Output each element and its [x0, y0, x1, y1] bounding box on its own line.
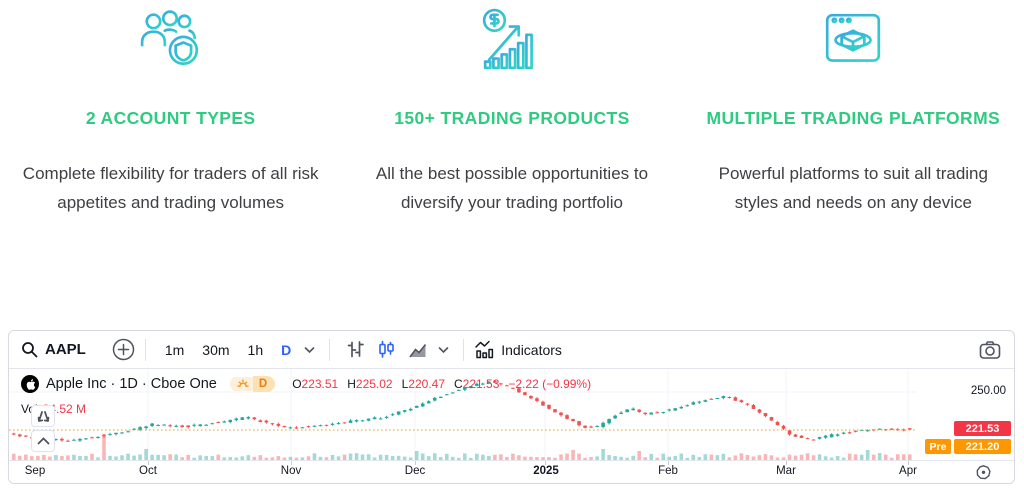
settings-gear-icon [976, 465, 991, 480]
feature-description: All the best possible opportunities to d… [375, 164, 649, 212]
bar-chart-type-button[interactable] [346, 340, 365, 359]
feature-trading-products: 150+ TRADING PRODUCTS All the best possi… [341, 8, 682, 217]
legend-symbol-row[interactable]: Apple Inc · 1D · Cboe One D [21, 375, 276, 393]
axis-tick-mark [415, 461, 416, 465]
search-icon [22, 342, 38, 358]
plus-circle-icon [112, 338, 135, 361]
time-label-apr: Apr [899, 465, 917, 477]
compare-symbol-button[interactable] [112, 338, 135, 361]
trading-platforms-icon [820, 8, 886, 86]
axis-tick-mark [908, 461, 909, 465]
candles-style-icon [379, 340, 395, 358]
interval-30m-button[interactable]: 30m [193, 342, 238, 358]
snapshot-button[interactable] [978, 339, 1002, 361]
feature-description: Powerful platforms to suit all trading s… [718, 164, 988, 212]
candles-chart-type-button[interactable] [377, 340, 396, 359]
chart-pane[interactable]: Apple Inc · 1D · Cboe One D O223.51 H225… [9, 369, 1014, 460]
axis-tick-mark [786, 461, 787, 465]
area-chart-type-button[interactable] [408, 341, 428, 359]
indicators-label: Indicators [501, 341, 562, 358]
camera-icon [979, 340, 1001, 359]
account-types-icon [138, 8, 204, 86]
session-status-pill: D [229, 376, 276, 392]
last-price-badge: 221.53 [954, 421, 1011, 436]
apple-logo-icon [21, 375, 39, 393]
feature-title: 2 ACCOUNT TYPES [85, 108, 256, 128]
chevron-up-icon [37, 437, 49, 445]
time-label-sep: Sep [24, 465, 46, 477]
interval-1h-button[interactable]: 1h [239, 342, 273, 358]
interval-dropdown-button[interactable] [304, 346, 315, 354]
chart-type-dropdown-button[interactable] [438, 346, 449, 354]
toolbar-separator [463, 338, 465, 361]
price-axis-tick: 250.00 [970, 385, 1006, 397]
price-chart-svg[interactable] [9, 369, 1014, 460]
axis-tick-mark [148, 461, 149, 465]
axis-settings-button[interactable] [975, 464, 992, 483]
indicators-icon [475, 340, 494, 359]
area-style-icon [409, 343, 427, 357]
time-label-dec: Dec [404, 465, 426, 477]
chevron-down-icon [438, 346, 449, 353]
pane-controls [31, 405, 55, 452]
time-label-oct: Oct [139, 465, 157, 477]
pane-arrows-icon [37, 410, 49, 422]
symbol-search-button[interactable]: AAPL [21, 341, 86, 358]
time-axis[interactable]: Sep Oct Nov Dec 2025 Feb Mar Apr [9, 460, 1014, 483]
pre-market-price-badge: 221.20 [954, 439, 1011, 454]
delayed-data-badge: D [252, 376, 276, 392]
chevron-down-icon [304, 346, 315, 353]
feature-title: MULTIPLE TRADING PLATFORMS [706, 108, 1001, 128]
axis-tick-mark [545, 461, 546, 465]
feature-description: Complete flexibility for traders of all … [22, 164, 319, 212]
feature-trading-platforms: MULTIPLE TRADING PLATFORMS Powerful plat… [683, 8, 1024, 217]
trading-products-icon [479, 8, 545, 86]
bars-style-icon [347, 341, 365, 358]
pre-market-label-badge: Pre [925, 439, 951, 454]
time-label-2025: 2025 [533, 465, 559, 477]
features-section: 2 ACCOUNT TYPES Complete flexibility for… [0, 0, 1024, 217]
legend-title: Apple Inc · 1D · Cboe One [46, 376, 217, 392]
symbol-label: AAPL [45, 341, 86, 358]
indicators-button[interactable]: Indicators [474, 340, 562, 359]
interval-1d-button[interactable]: D [272, 342, 300, 358]
toolbar-separator [144, 338, 146, 361]
pane-resize-button[interactable] [31, 405, 55, 427]
premarket-sun-icon [229, 377, 253, 391]
feature-title: 150+ TRADING PRODUCTS [394, 108, 630, 128]
time-label-mar: Mar [776, 465, 796, 477]
chart-toolbar: AAPL 1m 30m 1h D [9, 331, 1014, 369]
feature-account-types: 2 ACCOUNT TYPES Complete flexibility for… [0, 8, 341, 217]
interval-1m-button[interactable]: 1m [156, 342, 193, 358]
time-label-feb: Feb [658, 465, 678, 477]
time-label-nov: Nov [280, 465, 302, 477]
pane-collapse-button[interactable] [31, 430, 55, 452]
axis-tick-mark [668, 461, 669, 465]
trading-chart-widget: AAPL 1m 30m 1h D [8, 330, 1015, 484]
toolbar-separator [329, 338, 331, 361]
axis-tick-mark [291, 461, 292, 465]
